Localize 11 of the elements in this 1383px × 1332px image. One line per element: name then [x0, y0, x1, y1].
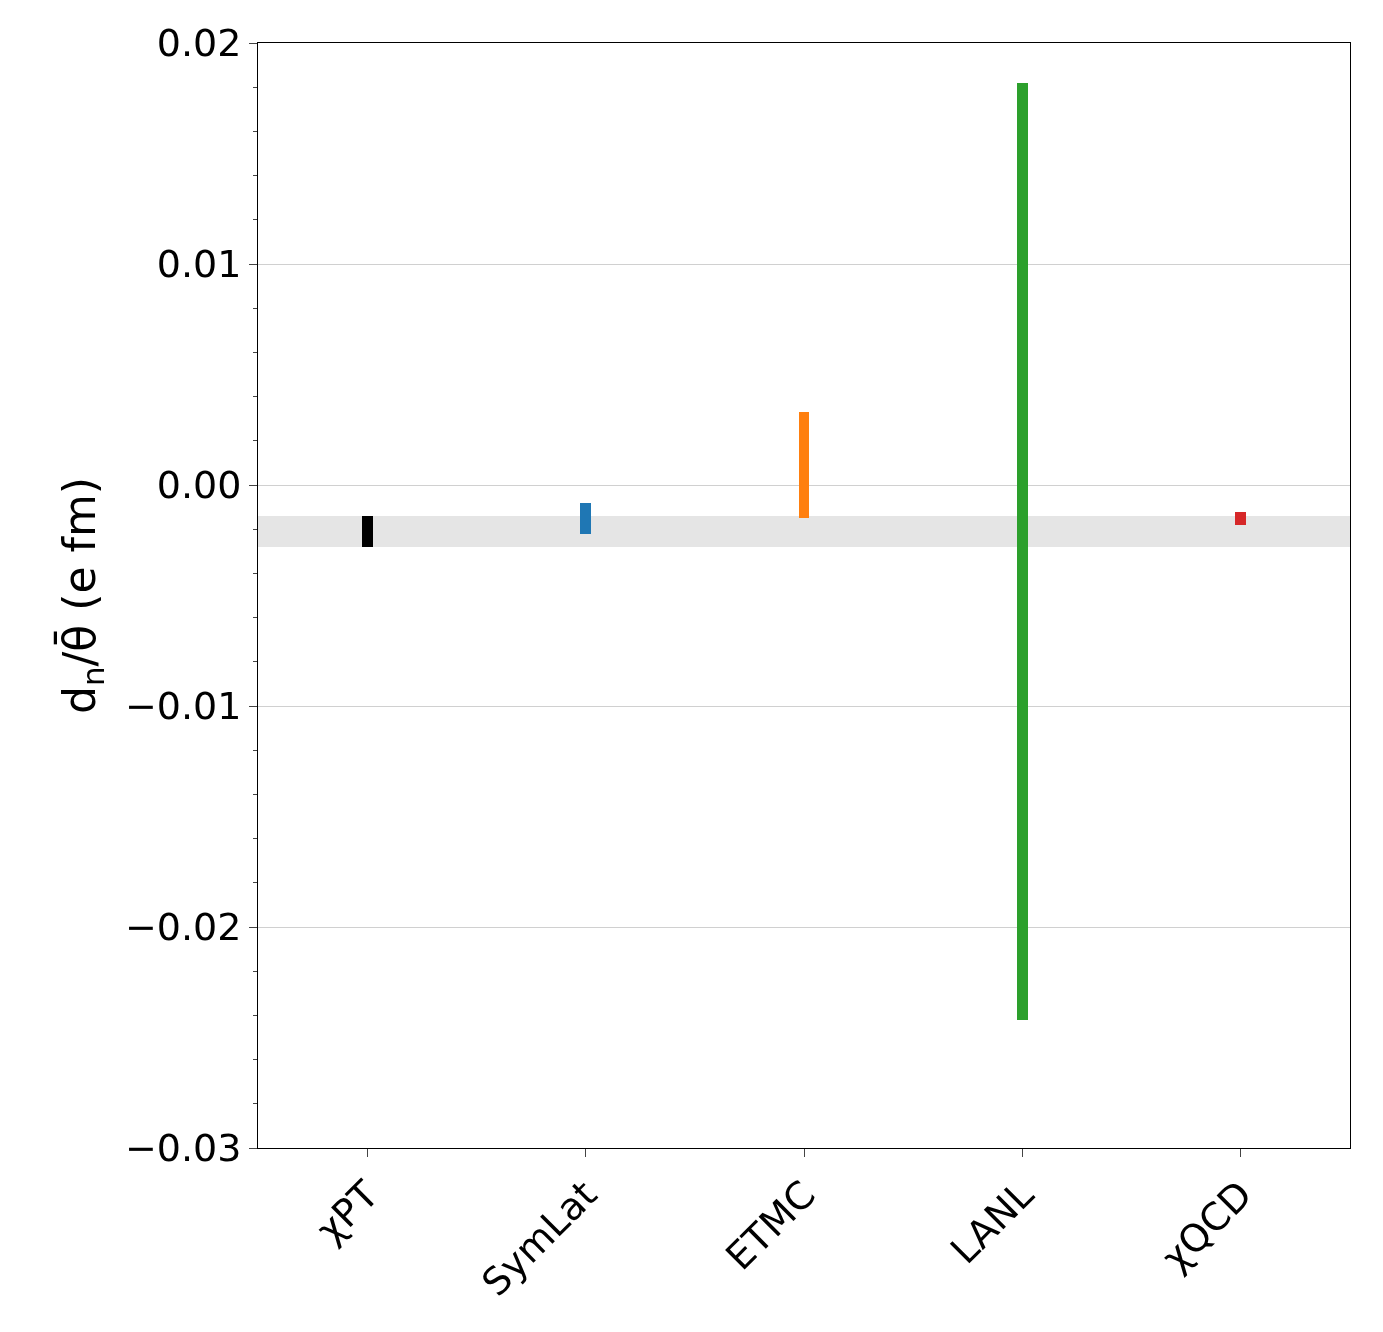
bar	[1017, 83, 1028, 1020]
y-tick-label: −0.03	[124, 1126, 242, 1171]
bar	[580, 503, 591, 534]
y-tick-label: 0.02	[156, 21, 242, 66]
y-tick-label: 0.01	[156, 242, 242, 287]
y-tick-label: −0.01	[124, 684, 242, 729]
bar	[362, 516, 373, 547]
y-tick-label: 0.00	[156, 463, 242, 508]
bar	[799, 412, 809, 518]
bar	[1235, 512, 1246, 525]
y-tick-label: −0.02	[124, 905, 242, 950]
